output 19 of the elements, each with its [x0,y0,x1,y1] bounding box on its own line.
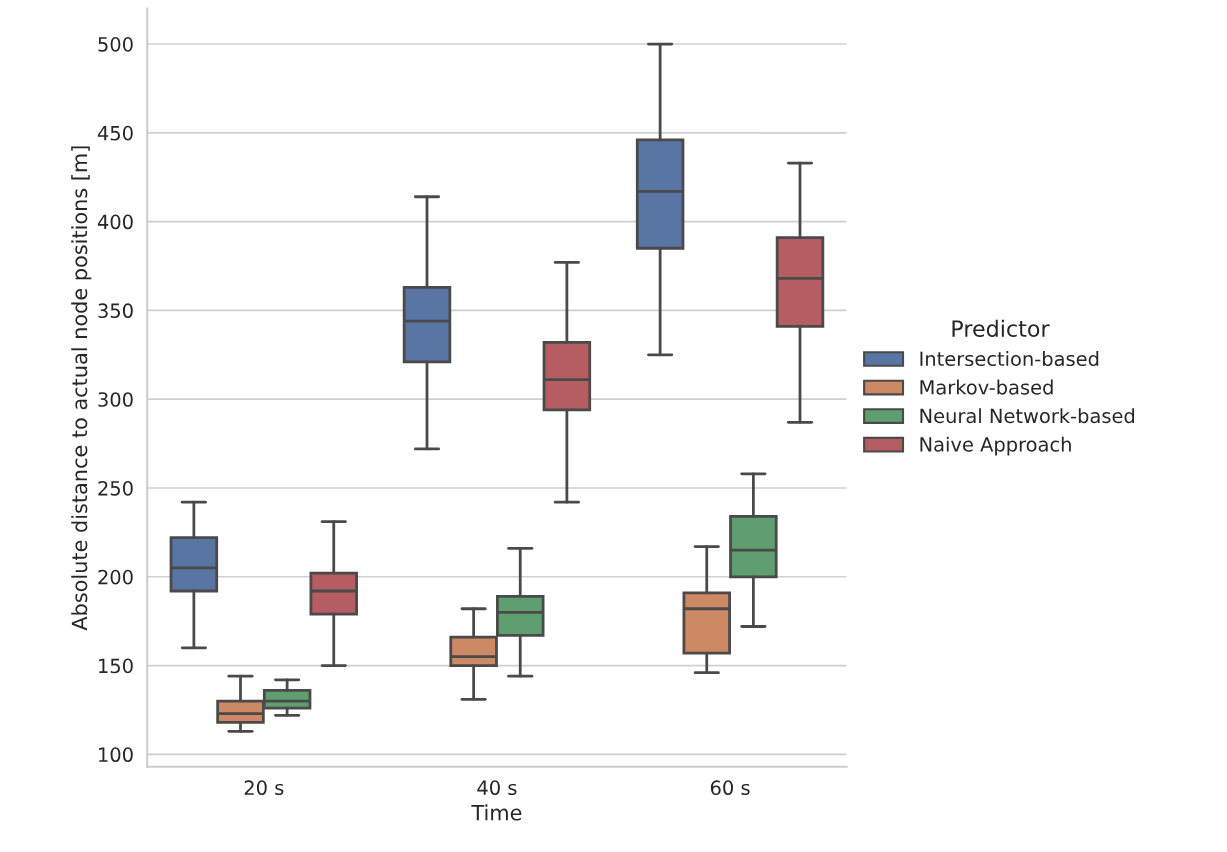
legend-title: Predictor [952,319,1050,338]
y-tick-label: 200 [98,569,133,585]
x-tick-label: 60 s [710,780,750,796]
y-axis-title: Absolute distance to actual node positions [m] [71,146,92,631]
y-tick-label: 250 [98,480,133,496]
y-tick-label: 100 [99,747,133,763]
y-tick-label: 450 [97,125,133,141]
legend-label: Intersection-based [920,351,1099,367]
x-axis-title: Time [471,804,522,821]
x-tick-label: 20 s [244,780,284,796]
y-tick-label: 400 [97,214,133,230]
legend-label: Markov-based [920,379,1053,395]
y-tick-label: 350 [98,303,133,319]
y-tick-label: 500 [98,36,133,52]
y-tick-label: 150 [99,658,133,674]
y-tick-label: 300 [98,392,133,407]
x-tick-label: 40 s [477,780,517,796]
legend-label: Neural Network-based [920,408,1135,424]
legend-label: Naive Approach [920,436,1071,456]
